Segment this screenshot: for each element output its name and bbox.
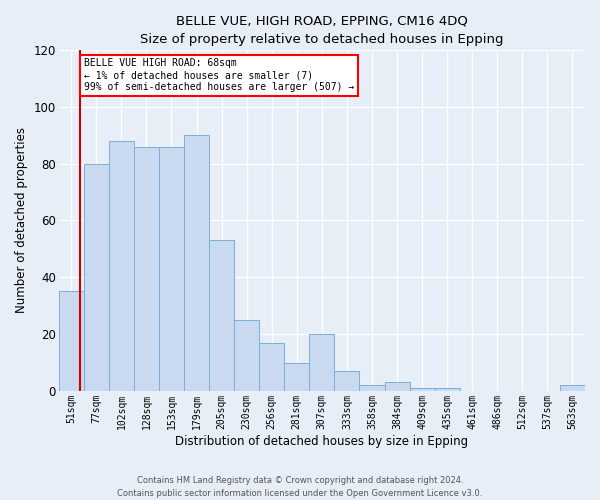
Bar [109,141,134,391]
Y-axis label: Number of detached properties: Number of detached properties [15,128,28,314]
Bar [359,385,385,391]
Bar [385,382,410,391]
Bar [134,146,159,391]
Text: Contains HM Land Registry data © Crown copyright and database right 2024.
Contai: Contains HM Land Registry data © Crown c… [118,476,482,498]
Bar [259,342,284,391]
Bar [184,135,209,391]
Bar [84,164,109,391]
Bar [59,292,84,391]
Bar [209,240,234,391]
Bar [560,385,585,391]
Bar [234,320,259,391]
Text: BELLE VUE HIGH ROAD: 68sqm
← 1% of detached houses are smaller (7)
99% of semi-d: BELLE VUE HIGH ROAD: 68sqm ← 1% of detac… [84,58,354,92]
Bar [159,146,184,391]
Bar [434,388,460,391]
X-axis label: Distribution of detached houses by size in Epping: Distribution of detached houses by size … [175,434,469,448]
Bar [310,334,334,391]
Bar [334,371,359,391]
Title: BELLE VUE, HIGH ROAD, EPPING, CM16 4DQ
Size of property relative to detached hou: BELLE VUE, HIGH ROAD, EPPING, CM16 4DQ S… [140,15,503,46]
Bar [284,362,310,391]
Bar [410,388,434,391]
